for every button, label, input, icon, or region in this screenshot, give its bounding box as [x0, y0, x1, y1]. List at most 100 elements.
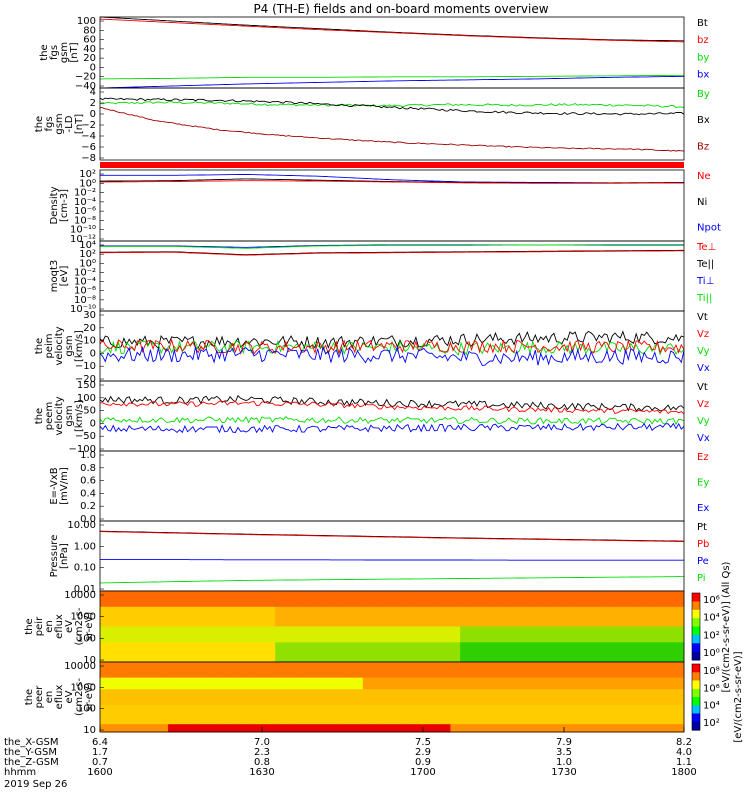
heatmap-cell [547, 606, 558, 612]
heatmap-cell [479, 697, 490, 702]
heatmap-cell [469, 654, 481, 659]
heatmap-cell [586, 693, 597, 698]
y-tick-label: 10⁰ [79, 178, 96, 189]
heatmap-cell [138, 673, 150, 679]
heatmap-cell [392, 662, 403, 667]
heatmap-cell [255, 594, 266, 600]
heatmap-cell [645, 610, 656, 616]
heatmap-cell [625, 677, 636, 682]
heatmap-cell [401, 708, 412, 714]
heatmap-cell [372, 598, 383, 604]
heatmap-cell [333, 642, 344, 647]
heatmap-cell [138, 662, 150, 667]
heatmap-cell [664, 724, 675, 729]
heatmap-cell [275, 658, 286, 663]
heatmap-cell [353, 642, 364, 647]
heatmap-cell [469, 594, 481, 600]
heatmap-cell [246, 646, 257, 651]
heatmap-cell [557, 669, 568, 675]
heatmap-cell [158, 650, 169, 655]
colorbar-tick-label: 10² [703, 630, 720, 641]
heatmap-cell [654, 658, 665, 663]
heatmap-cell [314, 685, 325, 690]
heatmap-cell [625, 626, 636, 631]
heatmap-cell [645, 669, 656, 675]
heatmap-cell [246, 598, 257, 604]
heatmap-cell [615, 626, 627, 631]
heatmap-cell [284, 677, 296, 682]
heatmap-cell [372, 728, 383, 733]
heatmap-cell [362, 622, 373, 627]
heatmap-cell [129, 622, 140, 627]
heatmap-cell [284, 673, 296, 679]
heatmap-cell [372, 654, 383, 659]
y-tick-label: 0.01 [74, 584, 96, 595]
heatmap-cell [538, 646, 549, 651]
heatmap-cell [625, 658, 636, 663]
heatmap-cell [411, 728, 422, 733]
heatmap-cell [664, 677, 675, 682]
heatmap-cell [538, 638, 549, 643]
heatmap-cell [333, 646, 344, 651]
heatmap-cell [411, 697, 422, 702]
heatmap-cell [100, 622, 111, 627]
heatmap-cell [158, 618, 169, 623]
heatmap-cell [654, 708, 665, 714]
heatmap-cell [664, 716, 675, 721]
heatmap-cell [265, 598, 276, 604]
heatmap-cell [275, 646, 286, 651]
heatmap-cell [469, 716, 481, 721]
heatmap-cell [158, 591, 169, 596]
heatmap-cell [664, 708, 675, 714]
colorbar-segment [692, 664, 700, 673]
heatmap-cell [450, 654, 461, 659]
heatmap-cell [294, 650, 305, 655]
heatmap-cell [586, 658, 597, 663]
heatmap-cell [265, 626, 276, 631]
heatmap-cell [294, 669, 305, 675]
heatmap-cell [596, 634, 607, 639]
heatmap-cell [323, 622, 335, 627]
y-axis-label: Pressure [49, 535, 60, 578]
heatmap-cell [255, 665, 266, 671]
heatmap-cell [304, 665, 315, 671]
heatmap-cell [226, 638, 237, 643]
heatmap-cell [489, 677, 500, 682]
heatmap-cell [236, 681, 247, 686]
heatmap-cell [314, 669, 325, 675]
heatmap-cell [323, 689, 335, 694]
heatmap-cell [382, 724, 393, 729]
heatmap-cell [129, 626, 140, 631]
heatmap-cell [138, 638, 150, 643]
heatmap-cell [547, 610, 558, 616]
heatmap-cell [314, 634, 325, 639]
heatmap-cell [294, 704, 305, 710]
heatmap-cell [119, 598, 130, 604]
heatmap-cell [284, 654, 296, 659]
heatmap-cell [538, 606, 549, 612]
heatmap-cell [236, 708, 247, 714]
heatmap-cell [538, 708, 549, 714]
heatmap-cell [100, 685, 111, 690]
heatmap-cell [586, 606, 597, 612]
heatmap-cell [148, 665, 159, 671]
heatmap-cell [469, 630, 481, 635]
heatmap-cell [100, 724, 111, 729]
heatmap-cell [625, 622, 636, 627]
heatmap-cell [508, 677, 519, 682]
heatmap-cell [323, 626, 335, 631]
heatmap-cell [440, 708, 451, 714]
heatmap-cell [187, 716, 198, 721]
heatmap-cell [518, 602, 529, 608]
heatmap-cell [353, 685, 364, 690]
heatmap-cell [119, 662, 130, 667]
heatmap-cell [197, 700, 208, 706]
y-axis-label: fgs [44, 116, 55, 131]
heatmap-cell [148, 681, 159, 686]
heatmap-cell [109, 598, 120, 604]
heatmap-cell [294, 606, 305, 612]
heatmap-cell [100, 712, 111, 717]
heatmap-cell [255, 598, 266, 604]
heatmap-cell [129, 728, 140, 733]
heatmap-cell [177, 626, 189, 631]
